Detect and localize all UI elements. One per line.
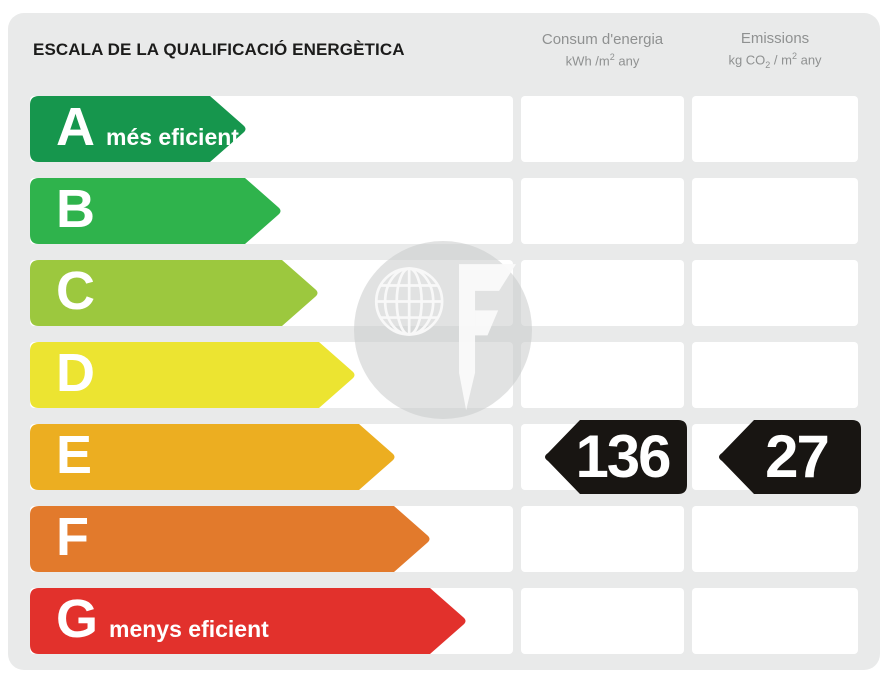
rating-letter-g: G bbox=[56, 589, 99, 649]
rating-sublabel-g: menys eficient bbox=[109, 616, 269, 642]
consumption-cell-b bbox=[521, 178, 684, 244]
rating-arrow-e-icon bbox=[30, 424, 395, 490]
rating-row-e: E 136 bbox=[30, 420, 861, 494]
consumption-cell-e: 136 bbox=[521, 420, 687, 494]
consumption-cell-g bbox=[521, 588, 684, 654]
rating-row-b: B bbox=[30, 178, 858, 244]
rating-bar-f: F bbox=[30, 506, 513, 572]
emissions-column-header: Emissions kg CO2 / m2 any bbox=[692, 27, 858, 73]
emissions-cell-a bbox=[692, 96, 858, 162]
rating-bar-a: A més eficient bbox=[30, 96, 513, 162]
rating-arrow-g-icon bbox=[30, 588, 466, 654]
rating-row-f: F bbox=[30, 506, 858, 572]
rating-arrow-c-icon bbox=[30, 260, 318, 326]
rating-arrow-d-icon bbox=[30, 342, 355, 408]
rating-row-d: D bbox=[30, 342, 858, 408]
rating-bar-e: E bbox=[30, 424, 513, 490]
consumption-column-header: Consum d'energia kWh /m2 any bbox=[521, 28, 684, 72]
rating-bar-b: B bbox=[30, 178, 513, 244]
emissions-cell-c bbox=[692, 260, 858, 326]
emissions-cell-d bbox=[692, 342, 858, 408]
emissions-value-arrow-icon bbox=[719, 420, 861, 494]
rating-letter-a: A bbox=[56, 97, 95, 157]
energy-rating-card: ESCALA DE LA QUALIFICACIÓ ENERGÈTICA Con… bbox=[8, 13, 880, 670]
consumption-value: 136 bbox=[575, 423, 671, 490]
rating-letter-f: F bbox=[56, 507, 89, 567]
consumption-cell-d bbox=[521, 342, 684, 408]
emissions-header-label: Emissions bbox=[740, 29, 810, 47]
consumption-cell-c bbox=[521, 260, 684, 326]
consumption-header-label: Consum d'energia bbox=[541, 31, 664, 49]
rating-bar-c: C bbox=[30, 260, 513, 326]
emissions-value: 27 bbox=[765, 423, 830, 490]
rating-arrow-b-icon bbox=[30, 178, 281, 244]
rating-letter-c: C bbox=[56, 261, 95, 321]
rating-letter-e: E bbox=[56, 425, 93, 485]
rating-sublabel-a: més eficient bbox=[106, 124, 239, 150]
consumption-value-arrow-icon bbox=[545, 420, 687, 494]
consumption-cell-f bbox=[521, 506, 684, 572]
rating-row-a: A més eficient bbox=[30, 96, 858, 162]
rating-arrow-a-icon bbox=[30, 96, 246, 162]
emissions-cell-b bbox=[692, 178, 858, 244]
rating-rows: A més eficient B bbox=[30, 96, 861, 654]
emissions-value-arrow: 27 bbox=[716, 420, 861, 494]
rating-row-g: G menys eficient bbox=[30, 588, 858, 654]
rating-letter-d: D bbox=[56, 343, 95, 403]
header-row: ESCALA DE LA QUALIFICACIÓ ENERGÈTICA Con… bbox=[30, 21, 858, 79]
consumption-header-unit: kWh /m2 any bbox=[565, 52, 640, 69]
rating-bar-d: D bbox=[30, 342, 513, 408]
rating-row-c: C bbox=[30, 260, 858, 326]
emissions-cell-e: 27 bbox=[692, 420, 861, 494]
rating-letter-b: B bbox=[56, 179, 95, 239]
emissions-cell-f bbox=[692, 506, 858, 572]
consumption-value-arrow: 136 bbox=[542, 420, 687, 494]
rating-arrow-f-icon bbox=[30, 506, 430, 572]
rating-bar-g: G menys eficient bbox=[30, 588, 513, 654]
page-title: ESCALA DE LA QUALIFICACIÓ ENERGÈTICA bbox=[33, 40, 405, 59]
emissions-cell-g bbox=[692, 588, 858, 654]
emissions-header-unit: kg CO2 / m2 any bbox=[728, 51, 822, 71]
consumption-cell-a bbox=[521, 96, 684, 162]
